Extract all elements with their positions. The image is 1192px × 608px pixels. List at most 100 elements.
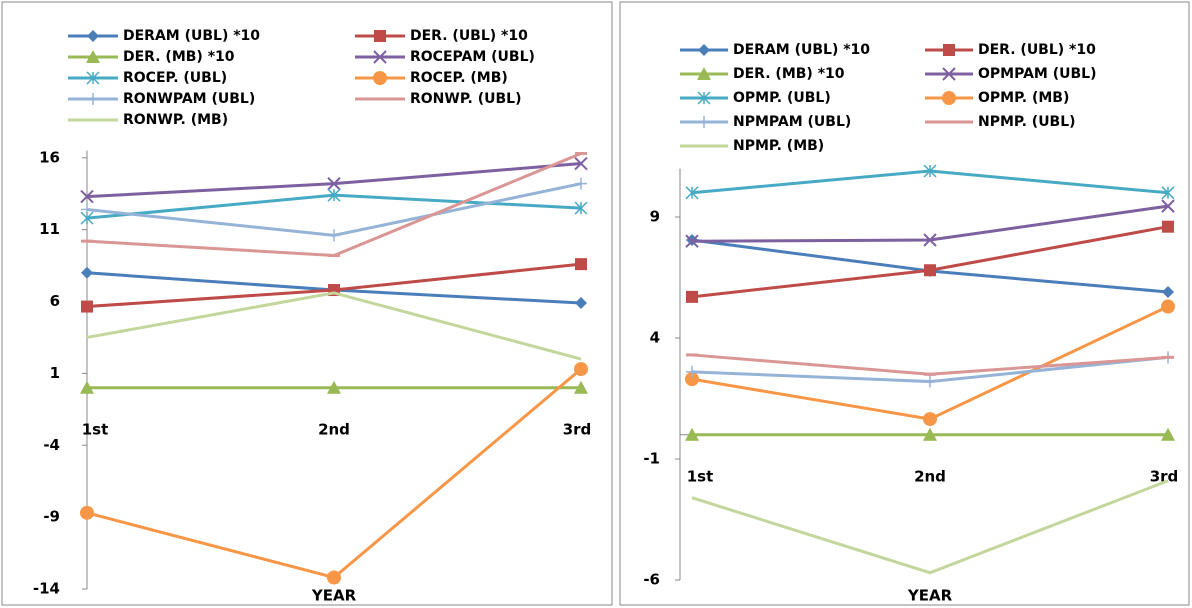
marker-shape <box>1161 427 1175 441</box>
marker <box>685 234 699 248</box>
marker-shape <box>575 258 587 271</box>
marker <box>575 258 587 271</box>
legend-label: RONWP. (MB) <box>123 112 228 128</box>
marker-shape <box>327 570 341 585</box>
y-tick-label: 1 <box>50 364 60 382</box>
marker <box>87 93 99 105</box>
legend-label: DERAM (UBL) *10 <box>733 42 870 58</box>
legend-label: NPMP. (MB) <box>733 138 824 154</box>
marker-shape <box>924 375 936 388</box>
marker <box>923 164 937 178</box>
marker-shape <box>81 266 93 279</box>
marker <box>373 50 387 64</box>
marker <box>697 67 711 80</box>
y-tick-label: 9 <box>650 208 660 226</box>
marker-shape <box>923 164 937 178</box>
marker-shape <box>942 91 956 105</box>
marker-shape <box>1162 220 1174 233</box>
marker-shape <box>685 186 699 200</box>
marker <box>1161 199 1175 213</box>
marker <box>80 505 94 520</box>
marker-shape <box>80 505 94 520</box>
x-axis-title: YEAR <box>907 587 953 605</box>
marker-shape <box>80 380 94 394</box>
y-tick-label: 6 <box>50 292 60 310</box>
marker <box>943 44 955 56</box>
y-tick-label: -9 <box>43 508 60 526</box>
x-tick-label: 1st <box>687 467 714 485</box>
marker <box>81 266 93 279</box>
marker-shape <box>327 188 341 202</box>
legend-label: DERAM (UBL) *10 <box>123 28 260 44</box>
marker-shape <box>1162 286 1174 299</box>
y-tick-label: 16 <box>39 148 60 166</box>
marker-shape <box>923 412 937 427</box>
marker <box>1161 299 1175 314</box>
marker <box>698 116 710 128</box>
marker <box>942 91 956 105</box>
legend-label: DER. (UBL) *10 <box>410 28 528 44</box>
marker <box>80 380 94 394</box>
chart-frame <box>619 1 1190 606</box>
marker-shape <box>574 201 588 215</box>
marker-shape <box>1161 299 1175 314</box>
marker-shape <box>697 67 711 80</box>
marker <box>327 188 341 202</box>
marker-shape <box>373 50 387 64</box>
marker <box>575 177 587 190</box>
legend-label: ROCEP. (MB) <box>410 70 508 86</box>
x-tick-label: 2nd <box>914 467 946 485</box>
legend-label: DER. (MB) *10 <box>733 66 845 82</box>
marker-shape <box>943 44 955 56</box>
marker <box>81 203 93 216</box>
marker <box>698 44 710 56</box>
marker <box>373 71 387 85</box>
x-axis-title: YEAR <box>311 587 357 605</box>
legend-label: OPMPAM (UBL) <box>978 66 1096 82</box>
marker <box>686 290 698 303</box>
marker <box>81 300 93 313</box>
marker-shape <box>574 362 588 377</box>
marker <box>1161 186 1175 200</box>
marker-shape <box>575 296 587 309</box>
series-line <box>691 479 1169 575</box>
marker-shape <box>86 71 100 85</box>
legend-label: OPMP. (UBL) <box>733 90 831 106</box>
marker <box>80 189 94 204</box>
x-tick-label: 3rd <box>563 420 592 438</box>
marker <box>328 229 340 242</box>
marker <box>574 380 588 394</box>
legend-label: OPMP. (MB) <box>978 90 1069 106</box>
marker-shape <box>81 300 93 313</box>
marker-shape <box>327 176 341 191</box>
marker <box>1162 220 1174 233</box>
legend-label: RONWPAM (UBL) <box>123 91 255 107</box>
marker <box>685 427 699 441</box>
marker-shape <box>942 67 956 81</box>
marker <box>923 233 937 247</box>
marker <box>1162 286 1174 299</box>
marker-shape <box>373 71 387 85</box>
legend-label: NPMP. (UBL) <box>978 114 1076 130</box>
y-tick-label: 4 <box>650 329 660 347</box>
y-tick-label: -14 <box>33 580 60 598</box>
legend-label: DER. (MB) *10 <box>123 49 235 65</box>
marker-shape <box>697 91 711 105</box>
marker-shape <box>575 177 587 190</box>
marker-shape <box>923 233 937 247</box>
marker-shape <box>1161 186 1175 200</box>
marker-shape <box>81 203 93 216</box>
marker <box>924 375 936 388</box>
series-line <box>86 291 582 361</box>
y-tick-label: -4 <box>43 436 60 454</box>
marker <box>574 362 588 377</box>
legend-label: NPMPAM (UBL) <box>733 114 851 130</box>
marker-shape <box>685 372 699 387</box>
marker-shape <box>686 365 698 378</box>
marker-shape <box>574 380 588 394</box>
x-tick-label: 3rd <box>1150 467 1179 485</box>
marker <box>575 296 587 309</box>
marker <box>87 30 99 42</box>
marker <box>697 91 711 105</box>
chart-frame <box>1 1 613 606</box>
